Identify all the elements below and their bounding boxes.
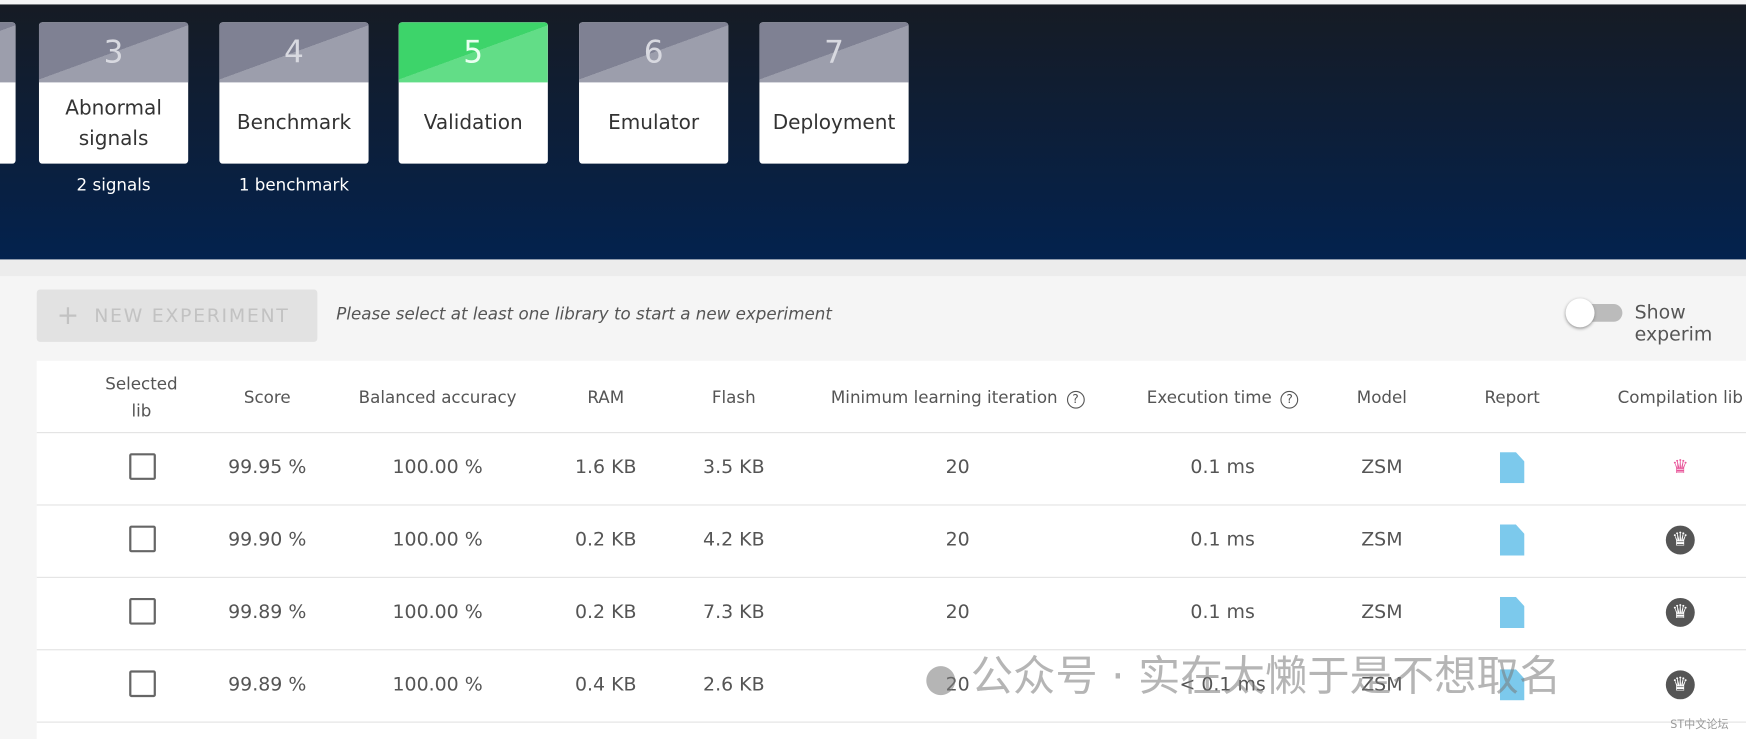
report-icon[interactable]: [1499, 524, 1525, 556]
step-card[interactable]: [0, 22, 16, 164]
watermark-logo: ST中文论坛: [1670, 719, 1729, 732]
column-header: Selected lib: [105, 374, 178, 421]
step-number: 5: [398, 22, 548, 83]
column-header: Compilation lib: [1617, 387, 1744, 408]
cell-value: ZSM: [1361, 528, 1403, 552]
cell-value: 20: [945, 673, 970, 696]
compilation-icon[interactable]: ♛: [1665, 597, 1695, 627]
button-label: NEW EXPERIMENT: [94, 305, 290, 328]
cell-value: 99.89 %: [228, 673, 307, 696]
row-line: [36, 432, 1746, 434]
row-line: [36, 576, 1746, 578]
toggle-label: Show experim: [1634, 301, 1713, 347]
step-number: 7: [759, 22, 909, 83]
step-label: Validation: [423, 111, 523, 135]
cell-value: 0.1 ms: [1190, 601, 1255, 624]
cell-value: < 0.1 ms: [1179, 673, 1266, 696]
row-line: [36, 649, 1746, 651]
cell-value: 99.90 %: [228, 528, 307, 552]
step-label: Deployment: [772, 111, 896, 135]
cell-value: 4.2 KB: [703, 528, 765, 552]
cell-value: 0.4 KB: [574, 673, 637, 696]
divider: [0, 259, 1746, 277]
cell-value: 100.00 %: [392, 528, 483, 552]
step-number: 3: [38, 22, 189, 83]
step-label: Benchmark: [236, 111, 352, 135]
column-header: Model: [1356, 387, 1407, 408]
compilation-icon[interactable]: ♛: [1665, 670, 1695, 700]
checkbox[interactable]: [129, 525, 156, 553]
row-line: [36, 504, 1746, 506]
report-icon[interactable]: [1499, 452, 1525, 484]
column-header: RAM: [587, 387, 625, 408]
column-header: Report: [1484, 387, 1540, 408]
watermark: ● 公众号 · 实在太懒于是不想取名: [924, 651, 1562, 701]
column-header: Execution time?: [1147, 384, 1299, 411]
step-card[interactable]: 3 Abnormal signals: [38, 22, 189, 164]
step-note: 1 benchmark: [238, 174, 350, 195]
new-experiment-button[interactable]: + NEW EXPERIMENT: [36, 289, 318, 342]
checkbox[interactable]: [129, 670, 156, 698]
cell-value: 99.89 %: [228, 601, 307, 624]
column-header: Flash: [711, 387, 756, 408]
report-icon[interactable]: [1499, 596, 1525, 629]
cell-value: ZSM: [1361, 673, 1403, 696]
help-icon: ?: [1280, 390, 1299, 409]
step-card[interactable]: 6 Emulator: [579, 22, 729, 164]
cell-value: 1.6 KB: [574, 456, 637, 479]
checkbox[interactable]: [129, 453, 156, 480]
checkbox[interactable]: [129, 597, 156, 625]
cell-value: 0.2 KB: [574, 601, 637, 624]
cell-value: ZSM: [1361, 456, 1403, 479]
step-card[interactable]: 4 Benchmark: [219, 22, 369, 164]
cell-value: 99.95 %: [228, 456, 307, 479]
compilation-icon[interactable]: ♛: [1665, 453, 1695, 483]
toggle-knob[interactable]: [1565, 298, 1595, 328]
cell-value: 0.2 KB: [574, 528, 637, 552]
step-note: 2 signals: [76, 174, 151, 195]
step-number: 6: [579, 22, 729, 83]
step-card[interactable]: 5 Validation: [398, 22, 548, 164]
step-card[interactable]: 7 Deployment: [759, 22, 909, 164]
cell-value: 2.6 KB: [703, 673, 765, 696]
cell-value: 3.5 KB: [703, 456, 765, 479]
cell-value: ZSM: [1361, 601, 1403, 624]
column-header: Score: [243, 387, 291, 408]
step-label: Emulator: [608, 111, 700, 135]
cell-value: 100.00 %: [392, 673, 483, 696]
column-header: Minimum learning iteration?: [831, 384, 1085, 411]
step-number: 4: [219, 22, 369, 83]
cell-value: 0.1 ms: [1190, 456, 1255, 479]
cell-value: 20: [945, 528, 970, 552]
cell-value: 100.00 %: [392, 456, 483, 479]
column-header: Balanced accuracy: [358, 387, 517, 408]
report-icon[interactable]: [1499, 669, 1525, 701]
cell-value: 100.00 %: [392, 601, 483, 624]
row-line: [36, 721, 1746, 723]
cell-value: 20: [945, 456, 970, 479]
watermark-text: 公众号 · 实在太懒于是不想取名: [970, 651, 1562, 701]
cell-value: 7.3 KB: [703, 601, 765, 624]
step-label: Abnormal signals: [65, 96, 162, 150]
hint: Please select at least one library to st…: [336, 303, 832, 325]
results-table: Selected lib Score Balanced accuracy RAM Fla…: [36, 360, 1746, 739]
cell-value: 20: [945, 601, 970, 624]
help-icon: ?: [1066, 390, 1085, 409]
cell-value: 0.1 ms: [1190, 528, 1255, 552]
compilation-icon[interactable]: ♛: [1665, 525, 1695, 555]
